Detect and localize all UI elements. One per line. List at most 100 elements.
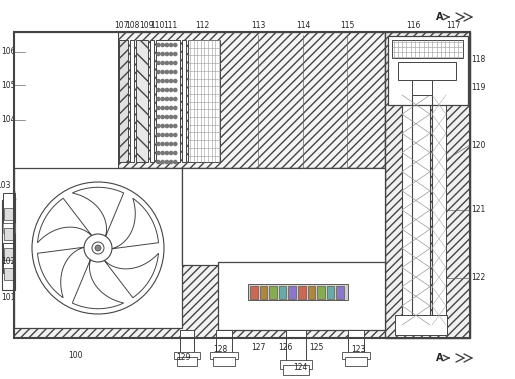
Circle shape <box>174 70 177 74</box>
Bar <box>395 315 447 335</box>
Circle shape <box>161 124 164 128</box>
Circle shape <box>169 70 173 74</box>
Circle shape <box>174 88 177 92</box>
Circle shape <box>161 44 164 47</box>
Bar <box>398 62 456 80</box>
Circle shape <box>161 151 164 155</box>
Text: 128: 128 <box>213 346 227 354</box>
Bar <box>150 40 154 162</box>
Bar <box>218 262 385 330</box>
Bar <box>342 352 370 359</box>
Bar <box>156 40 180 162</box>
Circle shape <box>174 124 177 128</box>
Text: 126: 126 <box>278 343 292 351</box>
Circle shape <box>174 143 177 146</box>
Bar <box>345 357 367 366</box>
Bar <box>412 80 432 95</box>
Text: 122: 122 <box>471 274 485 282</box>
Text: 113: 113 <box>251 20 265 30</box>
Circle shape <box>165 70 168 74</box>
Bar <box>288 285 296 299</box>
Circle shape <box>157 97 160 100</box>
Circle shape <box>165 106 168 110</box>
Bar <box>14 32 470 338</box>
Text: 104: 104 <box>1 116 15 124</box>
Circle shape <box>157 124 160 128</box>
Text: A: A <box>436 353 444 363</box>
Bar <box>4 208 13 220</box>
Circle shape <box>165 143 168 146</box>
Circle shape <box>169 52 173 56</box>
Circle shape <box>169 151 173 155</box>
Bar <box>14 32 385 168</box>
Bar <box>3 243 15 273</box>
Circle shape <box>165 97 168 100</box>
Bar <box>250 285 258 299</box>
Text: 111: 111 <box>163 20 177 30</box>
Bar <box>336 285 344 299</box>
Circle shape <box>165 52 168 56</box>
Circle shape <box>165 133 168 136</box>
Text: A: A <box>436 12 444 22</box>
Text: 114: 114 <box>296 20 310 30</box>
Circle shape <box>161 106 164 110</box>
Bar <box>3 193 15 223</box>
Bar <box>14 32 118 168</box>
Bar <box>307 285 315 299</box>
Bar <box>2 200 15 290</box>
Circle shape <box>174 160 177 164</box>
Circle shape <box>157 79 160 83</box>
Circle shape <box>84 234 112 262</box>
Bar <box>14 32 470 338</box>
Text: 112: 112 <box>195 20 209 30</box>
Bar <box>317 285 324 299</box>
Circle shape <box>92 242 104 254</box>
Bar <box>348 330 364 355</box>
Circle shape <box>169 115 173 119</box>
Text: 116: 116 <box>406 20 420 30</box>
Bar <box>385 32 470 338</box>
Text: 105: 105 <box>1 80 15 89</box>
Bar <box>216 330 232 355</box>
Text: 106: 106 <box>1 47 15 56</box>
Bar <box>402 95 430 325</box>
Circle shape <box>169 97 173 100</box>
Bar <box>4 268 13 280</box>
Circle shape <box>169 88 173 92</box>
Circle shape <box>157 61 160 64</box>
Bar <box>392 40 463 58</box>
Bar <box>298 285 305 299</box>
Circle shape <box>161 70 164 74</box>
Circle shape <box>161 61 164 64</box>
Text: 109: 109 <box>139 20 153 30</box>
Circle shape <box>161 143 164 146</box>
Text: 101: 101 <box>1 293 15 302</box>
Circle shape <box>174 61 177 64</box>
Text: 129: 129 <box>176 354 190 362</box>
Bar <box>213 357 235 366</box>
Bar <box>283 365 309 375</box>
Bar <box>327 285 334 299</box>
Text: 125: 125 <box>309 343 323 351</box>
Circle shape <box>165 151 168 155</box>
Bar <box>4 228 13 240</box>
Text: 117: 117 <box>446 20 460 30</box>
Bar <box>14 168 182 328</box>
Bar <box>180 330 194 355</box>
Bar <box>119 40 128 162</box>
Bar <box>269 285 277 299</box>
Circle shape <box>174 44 177 47</box>
Circle shape <box>157 133 160 136</box>
Circle shape <box>161 97 164 100</box>
Text: 118: 118 <box>471 55 485 64</box>
Text: 115: 115 <box>340 20 354 30</box>
Circle shape <box>157 52 160 56</box>
Circle shape <box>157 151 160 155</box>
Circle shape <box>165 44 168 47</box>
Bar <box>260 285 267 299</box>
Circle shape <box>169 160 173 164</box>
Circle shape <box>161 79 164 83</box>
Bar <box>130 40 134 162</box>
Bar <box>210 352 238 359</box>
Circle shape <box>165 124 168 128</box>
